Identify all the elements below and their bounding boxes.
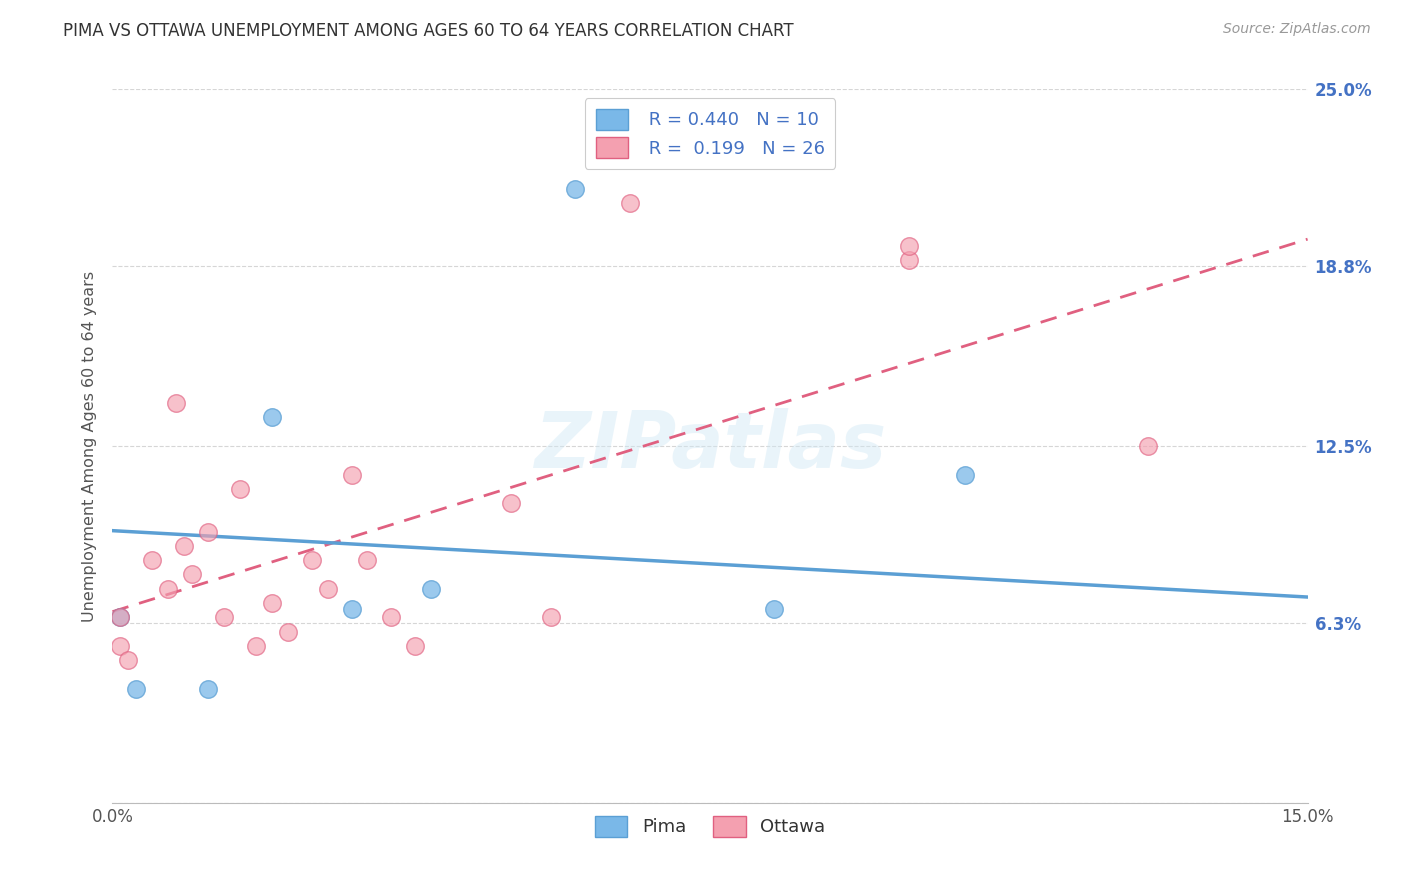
Point [212, 610, 235, 624]
Point [173, 539, 195, 553]
Point [564, 182, 586, 196]
Point [260, 596, 283, 610]
Point [619, 196, 641, 211]
Point [110, 610, 132, 624]
Point [762, 601, 785, 615]
Point [404, 639, 426, 653]
Point [141, 553, 163, 567]
Point [125, 681, 148, 696]
Point [301, 553, 323, 567]
Point [181, 567, 204, 582]
Point [898, 239, 921, 253]
Point [197, 681, 219, 696]
Point [157, 582, 180, 596]
Point [197, 524, 219, 539]
Point [953, 467, 976, 482]
Point [245, 639, 267, 653]
Point [316, 582, 339, 596]
Text: ZIPatlas: ZIPatlas [534, 408, 886, 484]
Point [499, 496, 522, 510]
Point [540, 610, 562, 624]
Y-axis label: Unemployment Among Ages 60 to 64 years: Unemployment Among Ages 60 to 64 years [82, 270, 97, 622]
Point [340, 467, 363, 482]
Point [165, 396, 187, 410]
Point [117, 653, 139, 667]
Legend: Pima, Ottawa: Pima, Ottawa [588, 808, 832, 844]
Point [110, 610, 132, 624]
Point [340, 601, 363, 615]
Text: PIMA VS OTTAWA UNEMPLOYMENT AMONG AGES 60 TO 64 YEARS CORRELATION CHART: PIMA VS OTTAWA UNEMPLOYMENT AMONG AGES 6… [63, 22, 794, 40]
Text: Source: ZipAtlas.com: Source: ZipAtlas.com [1223, 22, 1371, 37]
Point [1137, 439, 1160, 453]
Point [380, 610, 402, 624]
Point [898, 253, 921, 268]
Point [277, 624, 299, 639]
Point [110, 639, 132, 653]
Point [420, 582, 443, 596]
Point [229, 482, 252, 496]
Point [356, 553, 378, 567]
Point [260, 410, 283, 425]
